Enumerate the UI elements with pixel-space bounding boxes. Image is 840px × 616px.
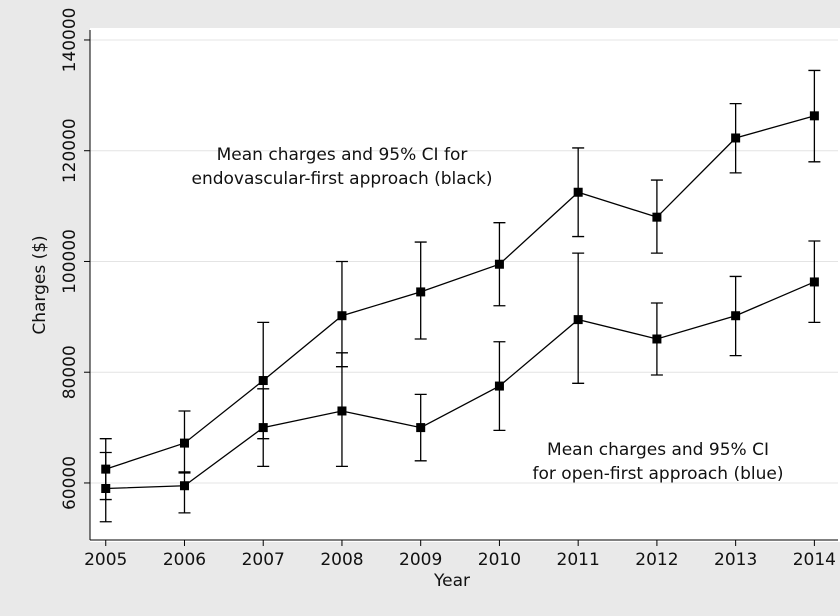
- annotation: for open-first approach (blue): [533, 464, 784, 484]
- x-tick-label: 2008: [320, 550, 363, 570]
- y-tick-label: 60000: [60, 456, 80, 510]
- plot-area: [90, 28, 840, 542]
- x-tick-label: 2005: [84, 550, 127, 570]
- x-tick-label: 2009: [399, 550, 442, 570]
- x-tick-label: 2014: [793, 550, 836, 570]
- point: [652, 334, 662, 344]
- y-tick-label: 100000: [60, 229, 80, 294]
- point: [258, 423, 268, 433]
- x-tick-label: 2010: [478, 550, 521, 570]
- y-tick-label: 140000: [60, 8, 80, 73]
- x-tick-label: 2012: [635, 550, 678, 570]
- point: [337, 406, 347, 416]
- point: [652, 212, 662, 222]
- y-tick-label: 120000: [60, 118, 80, 183]
- point: [416, 287, 426, 297]
- point: [494, 381, 504, 391]
- point: [494, 259, 504, 269]
- series-line: [105, 281, 815, 490]
- x-tick-label: 2007: [242, 550, 285, 570]
- point: [573, 315, 583, 325]
- y-tick-label: 80000: [60, 345, 80, 399]
- point: [573, 187, 583, 197]
- x-tick-label: 2013: [714, 550, 757, 570]
- annotation: Mean charges and 95% CI: [547, 440, 769, 460]
- x-tick-label: 2011: [557, 550, 600, 570]
- point: [179, 481, 189, 491]
- x-axis-label: Year: [433, 571, 470, 591]
- point: [416, 423, 426, 433]
- annotation: Mean charges and 95% CI for: [217, 145, 468, 165]
- point: [337, 311, 347, 321]
- point: [809, 277, 819, 287]
- point: [258, 376, 268, 386]
- point: [101, 484, 111, 494]
- y-axis-label: Charges ($): [30, 235, 50, 334]
- point: [809, 111, 819, 121]
- x-tick-label: 2006: [163, 550, 206, 570]
- point: [731, 133, 741, 143]
- series-line: [105, 115, 815, 470]
- error-bar: [178, 472, 191, 514]
- point: [179, 438, 189, 448]
- point: [731, 311, 741, 321]
- annotation: endovascular-first approach (black): [191, 169, 492, 189]
